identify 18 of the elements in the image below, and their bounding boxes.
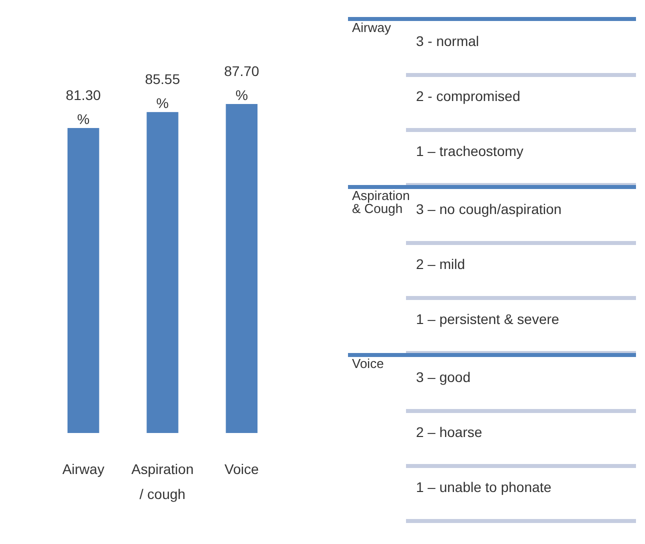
- x-tick-label: Aspiration / cough: [131, 461, 194, 502]
- text: 2 – mild: [416, 256, 466, 272]
- category-label: Voice: [352, 356, 384, 371]
- text: 1 – tracheostomy: [416, 143, 524, 159]
- text: 2 - compromised: [416, 88, 520, 104]
- text: 3 – no cough/aspiration: [416, 201, 562, 217]
- text: 1 – unable to phonate: [416, 479, 552, 495]
- x-tick-label: Airway: [62, 461, 104, 477]
- data-label: 87.70 %: [224, 63, 260, 103]
- category-label: Airway: [352, 20, 392, 35]
- text: 3 - normal: [416, 33, 480, 49]
- category-label: Aspiration & Cough: [352, 188, 410, 216]
- x-tick-label: Voice: [224, 461, 260, 477]
- text: 2 – hoarse: [416, 424, 482, 440]
- data-label: 85.55 %: [144, 71, 180, 112]
- text: 3 – good: [416, 369, 470, 385]
- data-label: 81.30 %: [66, 87, 102, 128]
- text: 1 – persistent & severe: [416, 311, 560, 327]
